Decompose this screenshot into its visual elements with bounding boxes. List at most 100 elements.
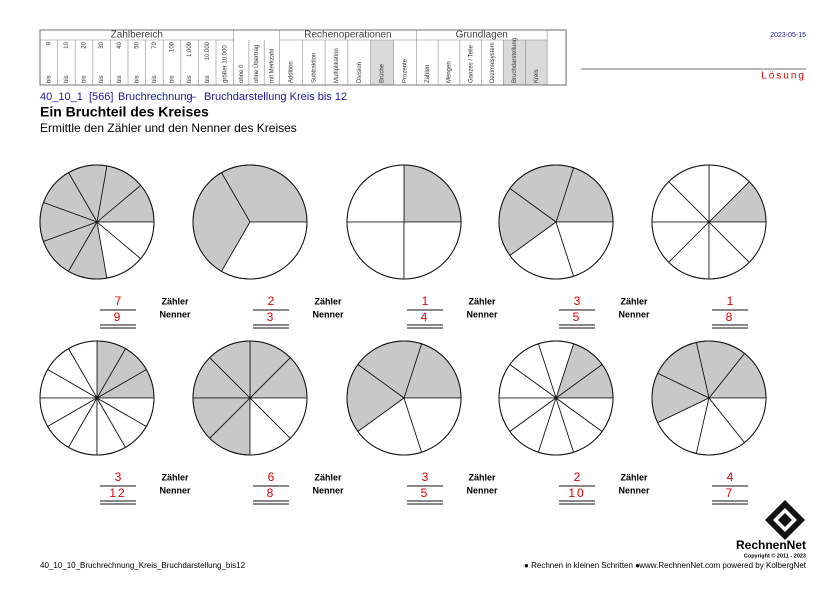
slogan: ● Rechnen in kleinen Schritten ● — [524, 561, 640, 570]
column-top: 40 — [117, 41, 123, 48]
dash: – — [190, 91, 197, 103]
column-highlight — [503, 40, 526, 85]
pie-outline — [346, 340, 462, 456]
pie — [39, 164, 155, 280]
column-top: 9 — [46, 41, 52, 45]
numerator-label: Zähler — [468, 296, 496, 306]
denominator: 3 — [267, 310, 276, 324]
numerator: 6 — [268, 470, 275, 484]
logo-mark — [778, 513, 792, 527]
pie — [346, 164, 462, 280]
header-frame — [39, 29, 567, 86]
column-bottom: bis — [170, 75, 176, 83]
pie-outline — [39, 164, 155, 280]
column-label: ohne 0 — [239, 64, 245, 83]
instruction: Ermittle den Zähler und den Nenner des K… — [40, 121, 297, 135]
numerator-label: Zähler — [161, 472, 189, 482]
column-bottom: bis — [187, 75, 193, 83]
column-label: Division — [357, 62, 363, 83]
numerator-label: Zähler — [314, 296, 342, 306]
column-top: 70 — [152, 41, 158, 48]
pie — [192, 340, 308, 456]
denominator-label: Nenner — [159, 309, 191, 319]
denominator: 8 — [267, 486, 276, 500]
denominator: 5 — [421, 486, 430, 500]
denominator-label: Nenner — [618, 309, 650, 319]
group-title: Rechenoperationen — [304, 30, 391, 41]
denominator: 8 — [726, 310, 735, 324]
file-name: 40_10_10_Bruchrechnung_Kreis_Bruchdarste… — [40, 561, 246, 570]
column-top: 100 — [170, 41, 176, 52]
denominator-label: Nenner — [466, 309, 498, 319]
numerator-label: Zähler — [620, 472, 648, 482]
column-label: Multiplikation — [334, 48, 340, 83]
column-label: Kreis — [534, 69, 540, 83]
denominator-label: Nenner — [312, 309, 344, 319]
denominator: 9 — [114, 310, 123, 324]
column-bottom: bis — [152, 75, 158, 83]
column-label: Addition — [288, 61, 294, 83]
group-title: Zahlbereich — [111, 30, 163, 41]
copyright: Copyright © 2011 - 2023 — [744, 552, 806, 559]
column-highlight — [525, 40, 548, 85]
pie — [651, 164, 767, 280]
code: 40_10_1 — [40, 91, 83, 103]
pie-outline — [498, 340, 614, 456]
numerator-label: Zähler — [620, 296, 648, 306]
denominator-label: Nenner — [159, 485, 191, 495]
brand: RechnenNet — [736, 538, 806, 552]
column-bottom: bis — [46, 75, 52, 83]
column-bottom: bis — [64, 75, 70, 83]
column-label: Bruchdarstellung — [512, 38, 518, 83]
denominator: 10 — [568, 486, 585, 500]
pie — [651, 340, 767, 456]
numerator-label: Zähler — [468, 472, 496, 482]
numerator-label: Zähler — [161, 296, 189, 306]
numerator: 1 — [727, 294, 734, 308]
column-bottom: bis — [205, 75, 211, 83]
pie-outline — [346, 164, 462, 280]
title: Ein Bruchteil des Kreises — [40, 104, 209, 120]
column-label: Brüche — [380, 63, 386, 83]
pie — [39, 340, 155, 456]
column-label: Dezimalsystem — [490, 42, 496, 83]
column-top: 30 — [99, 41, 105, 48]
column-bottom: bis — [99, 75, 105, 83]
logo: RechnenNet Copyright © 2011 - 2023 — [736, 500, 806, 559]
denominator-label: Nenner — [618, 485, 650, 495]
subtopic: Bruchdarstellung Kreis bis 12 — [204, 91, 347, 103]
denominator: 7 — [726, 486, 735, 500]
column-label: Zahlen — [425, 65, 431, 83]
pie — [346, 340, 462, 456]
numerator-label: Zähler — [314, 472, 342, 482]
breadcrumb: 40_10_1 [566] Bruchrechnung – Bruchdarst… — [40, 91, 347, 103]
column-label: Ganzes / Teile — [468, 44, 474, 83]
column-label: Subtraktion — [311, 53, 317, 83]
numerator: 4 — [727, 470, 734, 484]
pie-outline — [192, 164, 308, 280]
column-top: 20 — [82, 41, 88, 48]
denominator-label: Nenner — [312, 485, 344, 495]
pie — [192, 164, 308, 280]
column-bottom: bis — [82, 75, 88, 83]
denominator: 4 — [421, 310, 430, 324]
pie-outline — [651, 340, 767, 456]
column-label: ohne Übertrag — [253, 45, 260, 83]
column-label: Prozente — [402, 58, 408, 83]
date: 2023-05-15 — [770, 32, 806, 39]
column-highlight — [370, 40, 394, 85]
numerator: 1 — [422, 294, 429, 308]
group-title: Grundlagen — [456, 30, 508, 41]
column-label: mit Merkzahl — [269, 49, 275, 83]
denominator: 12 — [109, 486, 126, 500]
pie — [498, 164, 614, 280]
number: [566] — [89, 91, 113, 103]
numerator: 3 — [422, 470, 429, 484]
column-top: 50 — [134, 41, 140, 48]
topic: Bruchrechnung — [118, 91, 193, 103]
pie-outline — [651, 164, 767, 280]
pie-outline — [498, 164, 614, 280]
pie — [498, 340, 614, 456]
